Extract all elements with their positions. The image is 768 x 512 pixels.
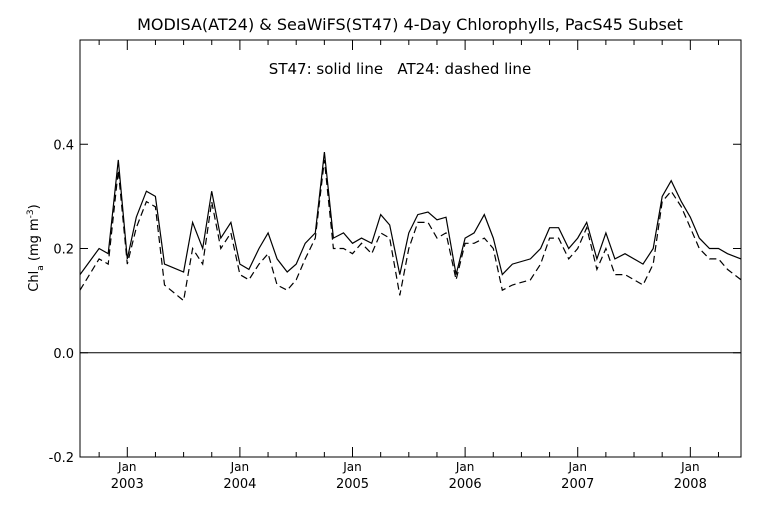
series-key-annotation: ST47: solid line AT24: dashed line [269, 60, 531, 78]
y-tick-label: 0.0 [53, 347, 74, 362]
y-axis-label: Chla (mg m-3) [26, 204, 46, 291]
y-axis-label-units: (mg m [27, 218, 42, 265]
x-tick-year-label: 2006 [449, 477, 482, 492]
y-tick-label: 0.4 [53, 138, 74, 153]
y-tick-label: -0.2 [49, 451, 74, 466]
x-tick-month-label: Jan [455, 460, 475, 474]
y-axis-label-units-sup: -3 [26, 209, 36, 218]
x-tick-month-label: Jan [567, 460, 587, 474]
chart-title: MODISA(AT24) & SeaWiFS(ST47) 4-Day Chlor… [137, 15, 683, 34]
x-tick-month-label: Jan [117, 460, 137, 474]
series-line-at24 [79, 159, 742, 302]
plot-frame [79, 39, 742, 458]
y-axis-label-units-close: ) [27, 204, 42, 209]
y-tick-label: 0.2 [53, 243, 74, 258]
x-tick-year-label: 2003 [111, 477, 144, 492]
x-tick-year-label: 2007 [561, 477, 594, 492]
series-line-st47 [79, 152, 742, 276]
y-axis-label-main: Chl [27, 271, 42, 292]
x-tick-month-label: Jan [230, 460, 250, 474]
x-tick-year-label: 2005 [336, 477, 369, 492]
axes-layer: -0.2 0.0 0.2 0.4 Jan 2003 Jan 2004 Jan 2005 Jan 200… [49, 40, 741, 492]
series-layer [79, 152, 742, 302]
x-tick-month-label: Jan [680, 460, 700, 474]
y-axis-label-subscript: a [36, 265, 46, 271]
x-tick-month-label: Jan [342, 460, 362, 474]
x-tick-year-label: 2008 [674, 477, 707, 492]
x-tick-year-label: 2004 [223, 477, 256, 492]
